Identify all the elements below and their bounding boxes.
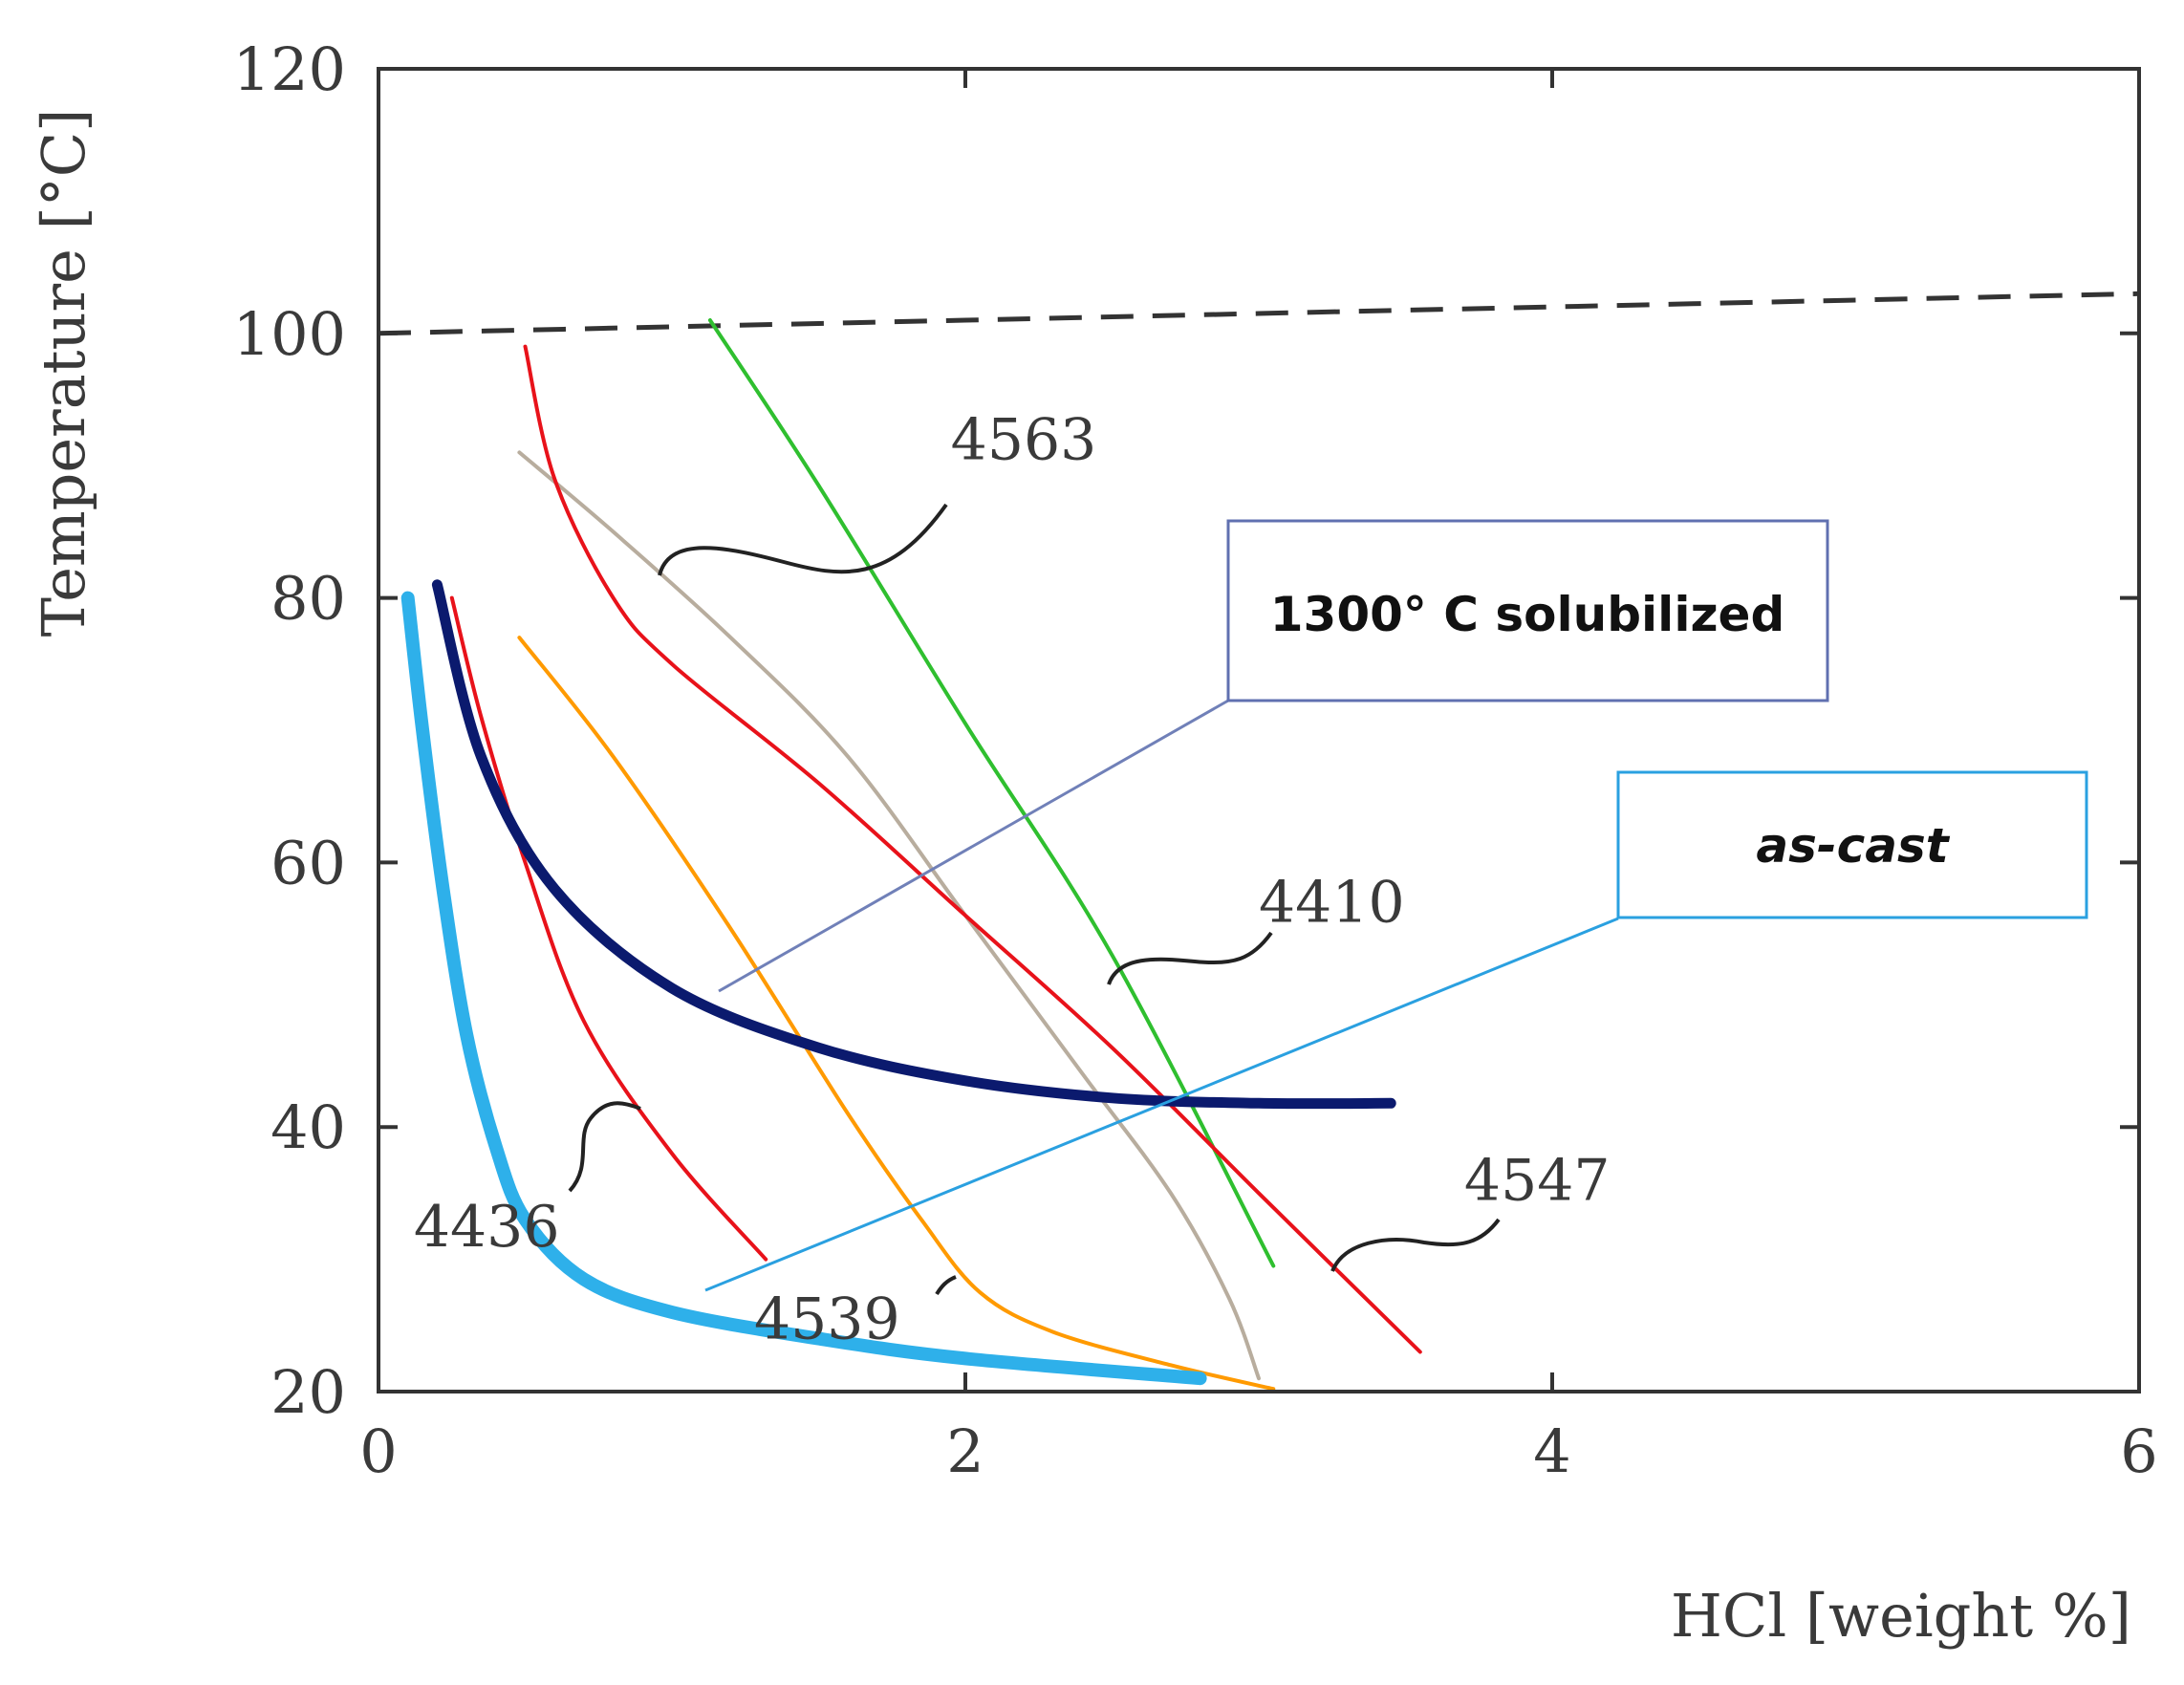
series-line-as-cast <box>400 591 1207 1386</box>
callout-box-as-cast <box>1616 770 2088 919</box>
curve-label-4410: 4410 <box>1259 870 1405 937</box>
y-tick-label: 80 <box>270 564 346 634</box>
y-tick-label: 100 <box>233 299 346 369</box>
label-leader-4436 <box>568 1101 641 1193</box>
y-tick-label: 60 <box>270 828 346 897</box>
y-tick-label: 120 <box>233 34 346 104</box>
series-line-1300-c-solubilized <box>431 579 1396 1110</box>
y-tick-label: 40 <box>270 1092 346 1162</box>
x-tick-label: 2 <box>946 1416 984 1486</box>
plot-lines <box>378 291 2140 1392</box>
label-leader-4563 <box>658 503 948 576</box>
curve-label-4539: 4539 <box>754 1286 900 1353</box>
label-leader-4410 <box>1107 931 1273 985</box>
x-tick-label: 4 <box>1533 1416 1570 1486</box>
series-line-4539 <box>517 636 1276 1392</box>
series-line-4436 <box>449 595 768 1262</box>
x-tick-label: 6 <box>2120 1416 2157 1486</box>
curve-label-4547: 4547 <box>1464 1147 1611 1214</box>
callout-text-as-cast: as-cast <box>1756 818 1950 874</box>
series-line-4563 <box>707 318 1276 1268</box>
callout-leader-solubilized <box>718 699 1229 993</box>
callout-boxes: 1300° C solubilized as-cast <box>1226 519 2088 919</box>
label-leader-4539 <box>935 1275 957 1296</box>
curve-annotations: 4563 4410 4547 4436 4539 <box>414 406 1611 1352</box>
callout-leader-as-cast <box>704 917 1619 1292</box>
y-tick-label: 20 <box>270 1357 346 1427</box>
curve-label-4563: 4563 <box>951 406 1097 473</box>
series-line-boiling-point <box>378 291 2140 336</box>
axis-ticks: 20 40 60 80 100 120 0 2 4 6 <box>233 34 2158 1486</box>
curve-label-4436: 4436 <box>414 1194 560 1261</box>
plot-area-border <box>377 67 2141 1393</box>
series-line-4547 <box>523 344 1422 1354</box>
callout-text-1300-c-solubilized: 1300° C solubilized <box>1270 587 1785 642</box>
x-axis-title: HCl [weight %] <box>1671 1581 2131 1651</box>
callout-box-1300-c-solubilized <box>1226 519 1829 702</box>
series-line-4410 <box>517 450 1261 1381</box>
y-axis-title: Temperature [°C] <box>29 109 98 637</box>
plot-frame <box>377 67 2141 1393</box>
x-tick-label: 0 <box>359 1416 397 1486</box>
label-leader-4547 <box>1330 1218 1501 1272</box>
label-connectors <box>568 503 1619 1296</box>
